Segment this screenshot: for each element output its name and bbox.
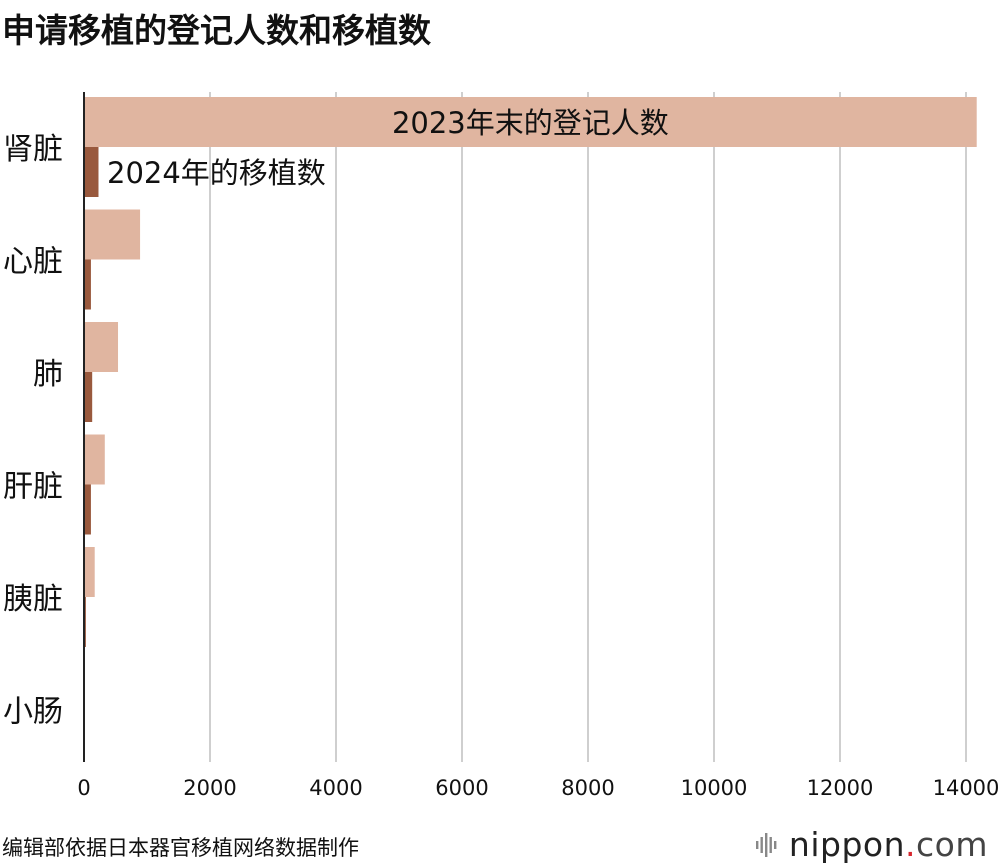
bar-registered-0 [84,97,977,147]
series-label-registered: 2023年末的登记人数 [392,106,669,140]
category-label: 肝脏 [3,470,63,505]
brand-logo: nippon.com [755,825,988,864]
category-label: 小肠 [3,695,63,730]
labels: 0 2000 4000 6000 8000 10000 12000 14000 肾脏心脏肺肝脏胰… [3,106,999,800]
x-tick-label: 2000 [183,776,236,800]
bar-registered-4 [84,547,95,597]
x-tick-label: 14000 [933,776,1000,800]
bar-transplants-3 [84,484,91,535]
brand-suffix: com [916,825,988,864]
bar-registered-1 [84,209,141,260]
bar-chart: 0 2000 4000 6000 8000 10000 12000 14000 肾脏心脏肺肝脏胰… [3,92,999,800]
x-tick-label: 10000 [681,776,748,800]
x-tick-label: 6000 [435,776,488,800]
brand-dot: . [905,825,917,864]
bars [84,97,977,760]
category-label: 心脏 [3,245,63,280]
chart-title: 申请移植的登记人数和移植数 [2,11,431,50]
category-label: 肾脏 [3,132,63,167]
bar-transplants-2 [84,372,93,422]
bar-registered-3 [84,434,105,485]
brand-wordmark: nippon.com [789,825,988,864]
sound-wave-icon [755,832,777,857]
x-tick-label: 4000 [309,776,362,800]
x-tick-label: 8000 [561,776,614,800]
bar-transplants-1 [84,259,91,310]
grid-lines [209,92,967,762]
x-tick-label: 0 [77,776,90,800]
category-label: 胰脏 [3,582,63,617]
category-label: 肺 [33,357,63,392]
x-tick-label: 12000 [807,776,874,800]
bar-transplants-0 [84,147,99,197]
bar-registered-2 [84,322,119,372]
source-note: 编辑部依据日本器官移植网络数据制作 [2,836,359,860]
series-label-transplants: 2024年的移植数 [107,156,326,190]
brand-name: nippon [788,825,906,864]
